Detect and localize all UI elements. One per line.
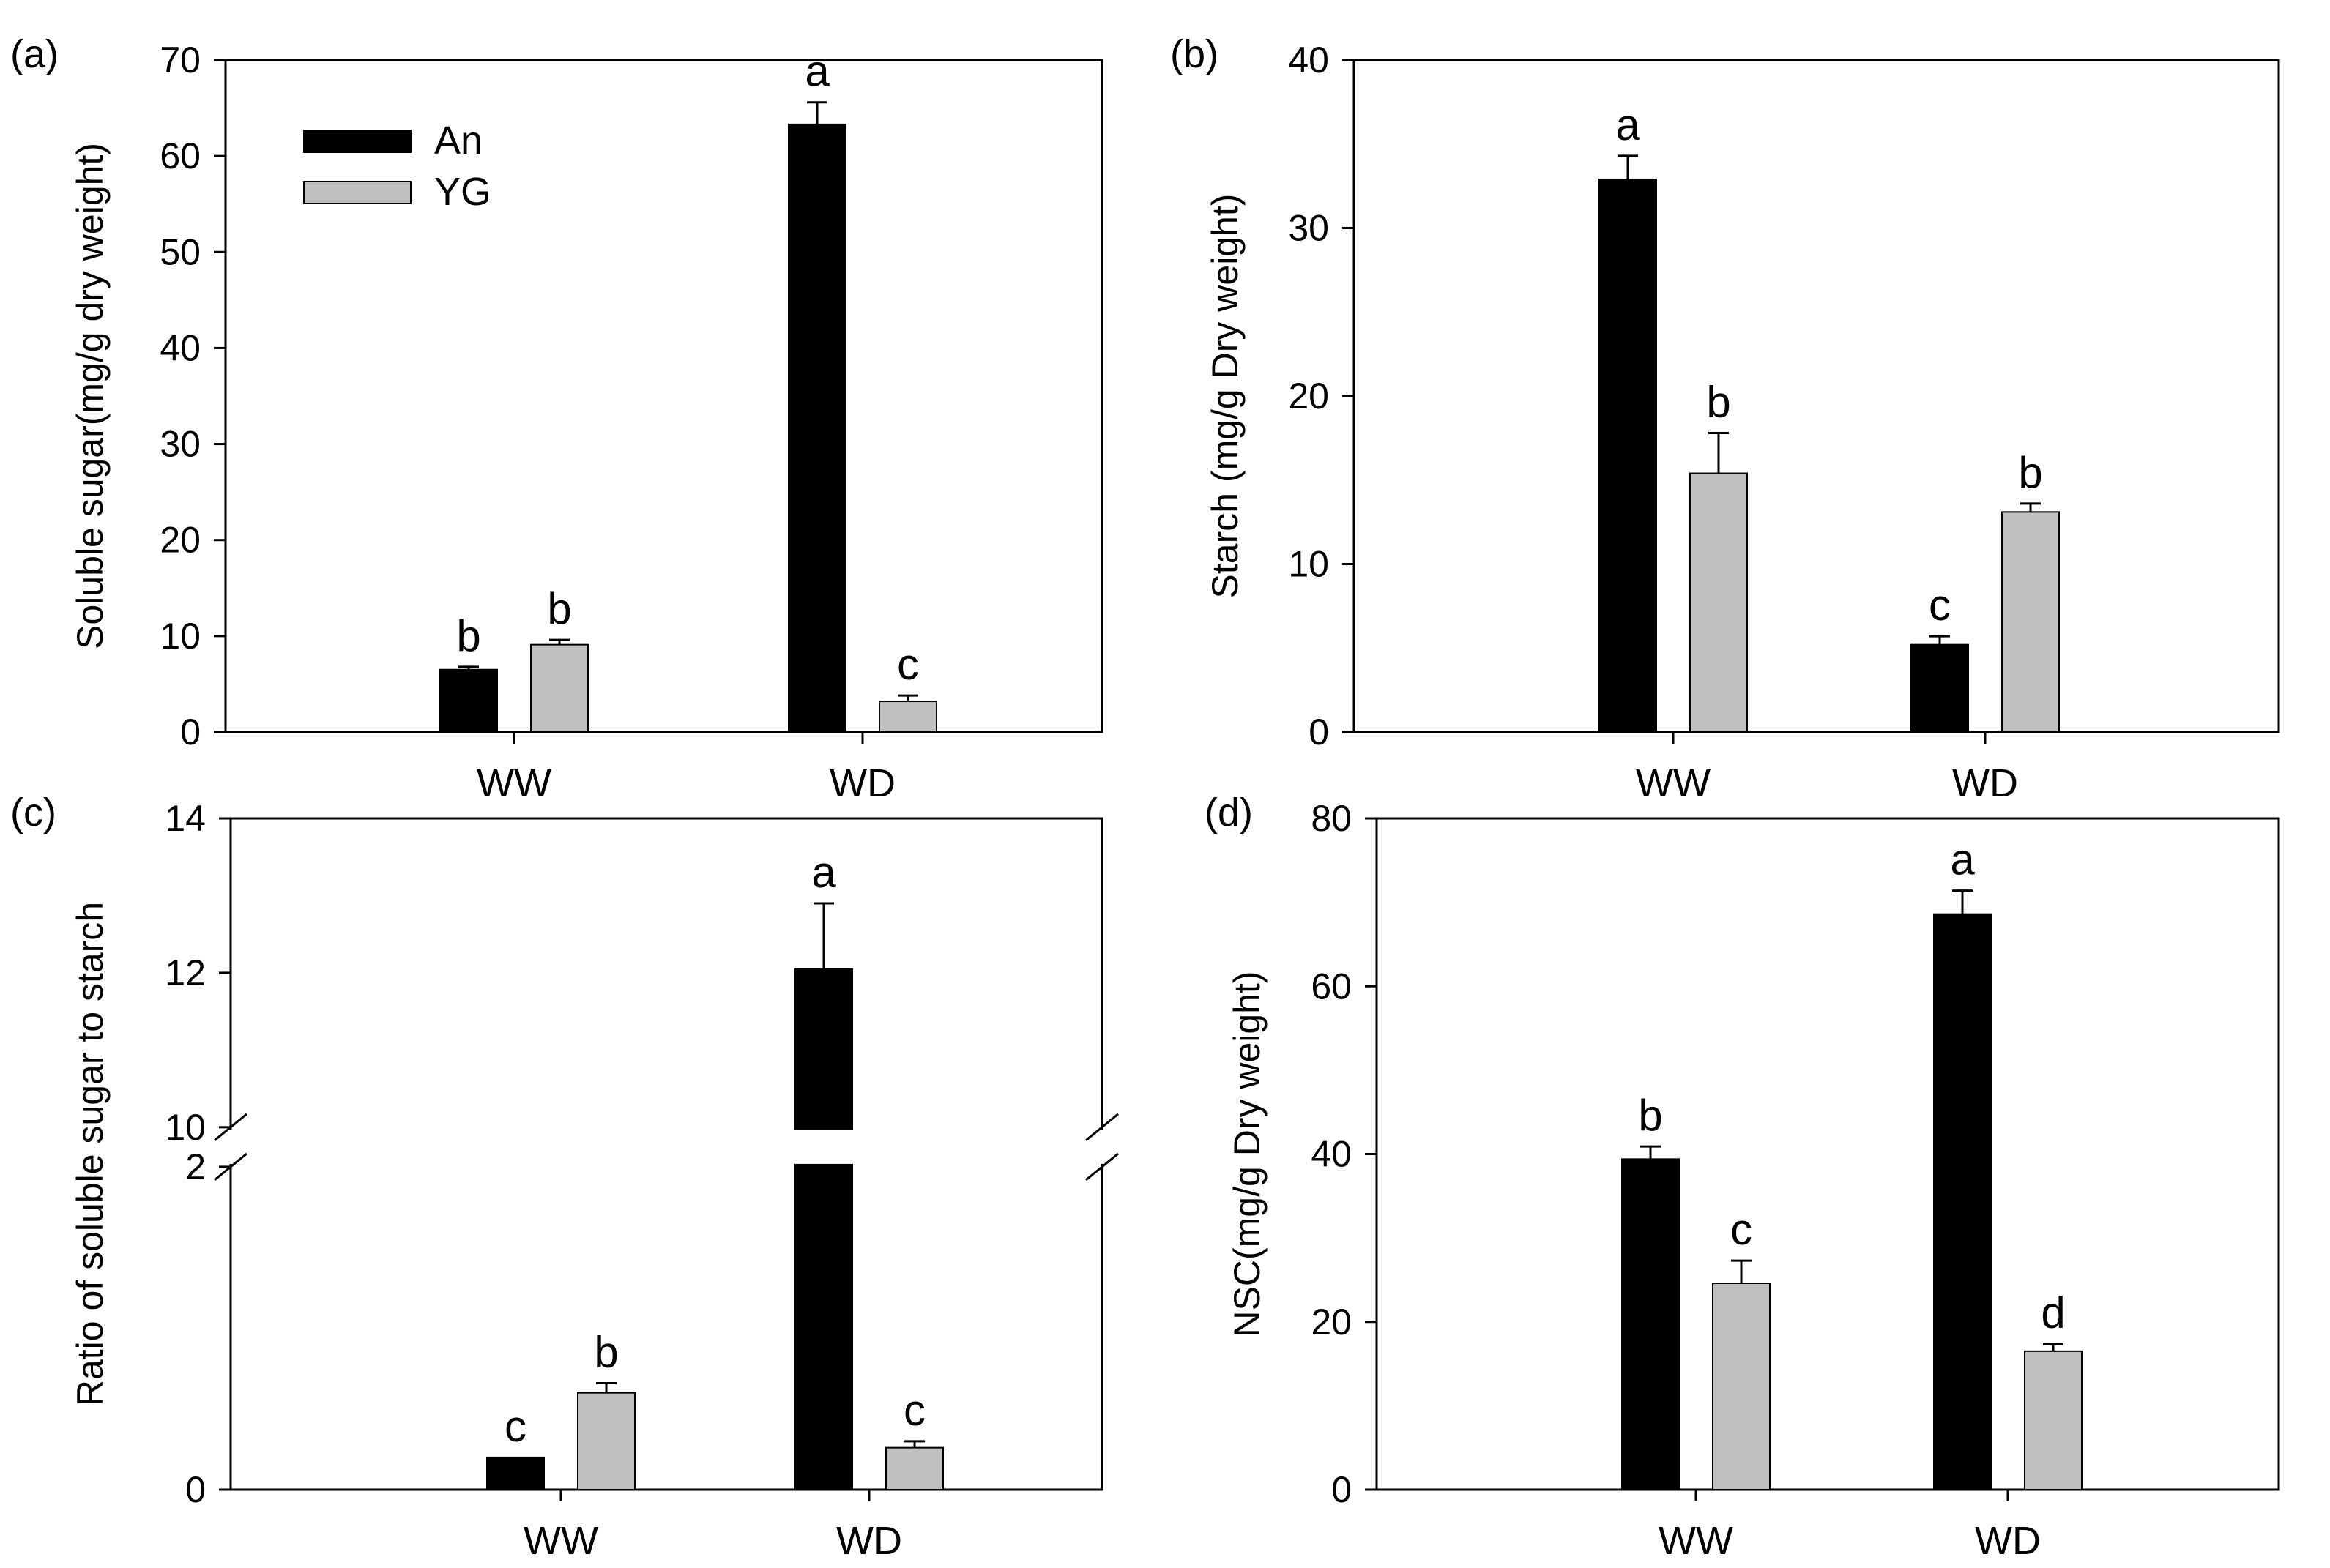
y-tick-label: 0 [1309,712,1329,753]
significance-letter: b [456,611,480,660]
y-tick-label: 70 [160,40,201,81]
bar-an-wd [1910,643,1969,733]
panel-b: (b) Starch (mg/g Dry weight) 0 10 20 30 40 WW WD… [1170,32,2280,805]
plot-frame [1352,59,2280,733]
bar-an-ww [439,668,498,733]
bar-yg-wd [2001,511,2060,733]
y-tick-label: 60 [1311,966,1352,1007]
legend-label-yg: YG [434,170,491,214]
y-axis-label: Ratio of soluble sugar to starch [70,902,111,1406]
panel-label: (a) [10,32,59,76]
legend-swatch-an [303,130,412,153]
significance-letter: b [594,1327,618,1376]
y-tick-label: 2 [185,1146,206,1187]
bar-an-ww [486,1456,545,1491]
significance-letter: c [904,1386,926,1435]
axis-break-mark [214,1113,247,1141]
bar-yg-ww [1712,1283,1771,1490]
bar-an-wd [788,123,846,733]
bar-yg-ww [577,1392,636,1490]
bar-an-ww [1598,178,1657,733]
significance-letter: a [805,47,830,96]
panel-d: (d) NSC(mg/g Dry weight) 0 20 40 60 80 WW WD b a c d [1205,791,2280,1563]
bar-break-gap [794,1130,854,1164]
y-tick-label: 50 [160,231,201,272]
significance-letter: b [547,584,571,633]
bar-yg-wd [2024,1350,2083,1491]
significance-letter: a [1950,835,1975,884]
significance-letter: b [1706,377,1730,426]
x-tick-label: WW [477,761,551,805]
x-tick-label: WW [524,1519,598,1563]
panel-c: (c) Ratio of soluble sugar to starch 0 210 1… [10,791,1124,1563]
axis-break-mark [1085,1113,1119,1141]
bar-yg-wd [879,701,937,733]
plot-frame [224,59,1103,733]
bar-yg-ww [1689,472,1748,733]
x-tick-label: WD [1975,1519,2041,1563]
bar-an-ww [1621,1158,1680,1490]
panel-label: (b) [1170,32,1218,76]
y-tick-label: 20 [160,520,201,561]
plot-frame [229,817,1103,1491]
axis-break-gap [1080,1130,1124,1164]
y-tick-label: 10 [1288,544,1329,585]
y-tick-label: 10 [165,1107,206,1148]
significance-letter: c [897,640,919,689]
y-tick-label: 0 [185,1469,206,1510]
x-tick-label: WW [1636,761,1711,805]
significance-letter: a [811,848,836,897]
significance-letter: c [1730,1205,1752,1254]
panel-label: (c) [10,791,56,835]
y-tick-label: 14 [165,798,206,839]
legend-label-an: An [434,119,483,163]
significance-letter: a [1615,100,1640,149]
legend-swatch-yg [303,181,412,204]
panel-a: (a) Soluble sugar(mg/g dry weight) 0 10 20 30… [10,32,1103,805]
plot-frame [1375,817,2280,1491]
y-axis-label: NSC(mg/g Dry weight) [1227,971,1268,1337]
significance-letter: c [505,1402,526,1451]
y-tick-label: 20 [1311,1302,1352,1343]
y-tick-label: 12 [165,952,206,993]
bar-an-wd [794,968,853,1490]
y-tick-label: 80 [1311,798,1352,839]
y-tick-label: 30 [1288,208,1329,249]
axis-break-gap [209,1130,253,1164]
bar-yg-wd [885,1446,944,1491]
y-tick-label: 0 [1331,1469,1352,1510]
bar-an-wd [1933,913,1992,1490]
bar-yg-ww [530,643,589,733]
axis-break-mark [214,1152,247,1181]
y-tick-label: 40 [160,327,201,368]
x-tick-label: WD [1952,761,2018,805]
y-tick-label: 40 [1288,40,1329,81]
y-tick-label: 20 [1288,376,1329,417]
y-tick-label: 60 [160,135,201,176]
y-tick-label: 30 [160,424,201,465]
significance-letter: d [2041,1288,2065,1337]
y-tick-label: 40 [1311,1134,1352,1175]
axis-break-mark [1085,1152,1119,1181]
x-tick-label: WW [1659,1519,1733,1563]
panel-label: (d) [1205,791,1253,835]
y-tick-label: 0 [180,712,201,753]
x-tick-label: WD [836,1519,902,1563]
y-axis-label: Starch (mg/g Dry weight) [1205,194,1246,599]
significance-letter: c [1929,580,1951,630]
y-axis-label: Soluble sugar(mg/g dry weight) [70,143,111,649]
x-tick-label: WD [830,761,896,805]
significance-letter: b [2018,448,2042,497]
significance-letter: b [1638,1091,1662,1140]
y-tick-label: 10 [160,616,201,657]
